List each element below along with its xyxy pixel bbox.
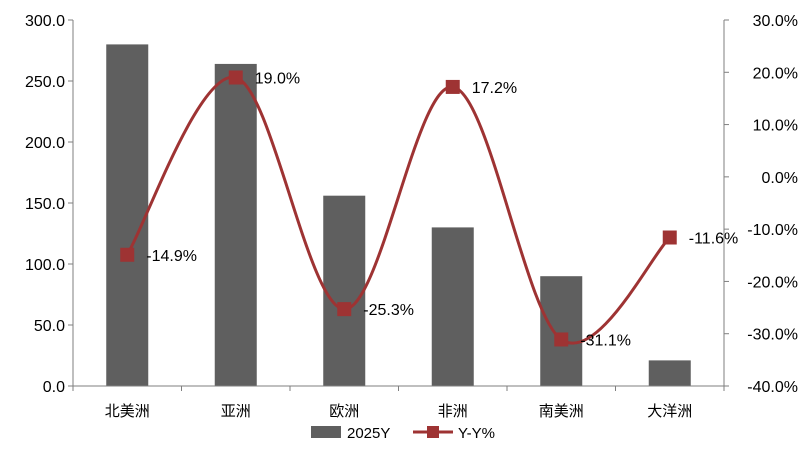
- bar-4: [540, 276, 583, 386]
- left-tick-label-1: 50.0: [34, 318, 65, 335]
- right-tick-label-4: 0.0%: [762, 170, 798, 187]
- category-label-3: 非洲: [438, 402, 468, 420]
- category-label-4: 南美洲: [539, 402, 584, 420]
- left-tick-label-6: 300.0: [25, 13, 65, 30]
- right-tick-label-0: -40.0%: [747, 379, 798, 396]
- yoy-marker-3: [445, 79, 460, 94]
- yoy-data-label-0: -14.9%: [146, 248, 197, 265]
- yoy-marker-2: [337, 302, 352, 317]
- legend-line-marker: [427, 426, 439, 438]
- right-tick-label-5: 10.0%: [753, 118, 798, 135]
- yoy-data-label-1: 19.0%: [255, 71, 300, 88]
- bar-3: [431, 227, 474, 386]
- category-label-1: 亚洲: [221, 402, 251, 420]
- legend-line-label: Y-Y%: [458, 425, 495, 442]
- category-label-5: 大洋洲: [647, 402, 692, 420]
- yoy-data-label-5: -11.6%: [689, 231, 739, 248]
- right-tick-label-3: -10.0%: [747, 222, 798, 239]
- right-tick-label-1: -30.0%: [747, 327, 798, 344]
- left-tick-label-5: 250.0: [25, 74, 65, 91]
- yoy-marker-5: [662, 230, 677, 245]
- left-tick-label-2: 100.0: [25, 257, 65, 274]
- right-tick-label-2: -20.0%: [747, 274, 798, 291]
- left-tick-label-3: 150.0: [25, 196, 65, 213]
- legend-bar-swatch: [311, 426, 341, 438]
- bar-2: [323, 195, 366, 386]
- legend-bar-label: 2025Y: [347, 425, 390, 442]
- category-label-0: 北美洲: [105, 402, 150, 420]
- yoy-marker-4: [554, 332, 569, 347]
- yoy-marker-1: [228, 70, 243, 85]
- right-tick-label-7: 30.0%: [753, 13, 798, 30]
- right-tick-label-6: 20.0%: [753, 65, 798, 82]
- yoy-data-label-2: -25.3%: [363, 302, 414, 319]
- left-tick-label-4: 200.0: [25, 135, 65, 152]
- left-tick-label-0: 0.0: [43, 379, 65, 396]
- bar-0: [106, 44, 149, 387]
- yoy-data-label-4: -31.1%: [580, 332, 631, 349]
- bar-5: [648, 360, 691, 386]
- yoy-data-label-3: 17.2%: [472, 80, 517, 97]
- yoy-marker-0: [120, 247, 135, 262]
- bar-1: [214, 63, 257, 387]
- category-label-2: 欧洲: [329, 402, 359, 420]
